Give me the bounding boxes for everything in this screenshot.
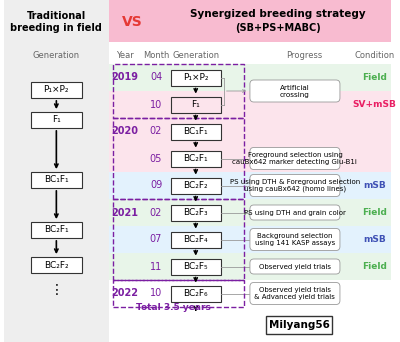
Text: 11: 11 [150,262,162,272]
Bar [109,253,391,280]
Bar [109,280,391,307]
Bar [31,82,82,98]
Bar [31,222,82,238]
Text: F₁: F₁ [191,100,200,109]
Bar [170,69,221,86]
Text: 07: 07 [150,235,162,245]
Bar [114,64,244,118]
Text: Observed yield trials
& Advanced yield trials: Observed yield trials & Advanced yield t… [254,287,335,300]
Text: 02: 02 [150,127,162,136]
Text: BC₂F₆: BC₂F₆ [184,289,208,298]
Text: 10: 10 [150,100,162,109]
FancyBboxPatch shape [250,282,340,304]
Text: 02: 02 [150,208,162,218]
Text: PS using DTH & Foreground selection
using cauBx642 (homo lines): PS using DTH & Foreground selection usin… [230,179,360,192]
Bar [109,226,391,253]
Text: BC₁F₁: BC₁F₁ [44,175,69,184]
FancyBboxPatch shape [250,147,340,170]
Bar [170,123,221,140]
FancyBboxPatch shape [250,205,340,220]
Text: Generation: Generation [33,51,80,60]
Bar [170,286,221,302]
Text: (SB+PS+MABC): (SB+PS+MABC) [235,23,321,33]
Bar [109,145,391,172]
Text: 2022: 2022 [112,289,138,299]
Bar [109,118,391,145]
Text: Traditional
breeding in field: Traditional breeding in field [10,11,102,33]
Text: PS using DTH and grain color: PS using DTH and grain color [244,210,346,215]
Text: P₁×P₂: P₁×P₂ [183,73,208,82]
Text: Background selection
using 141 KASP assays: Background selection using 141 KASP assa… [255,233,335,246]
Text: Month: Month [143,51,169,60]
Text: Foreground selection using
cauBx642 marker detecting Glu-B1i: Foreground selection using cauBx642 mark… [232,152,357,165]
Text: BC₂F₅: BC₂F₅ [184,262,208,271]
Text: 04: 04 [150,73,162,82]
Text: BC₂F₂: BC₂F₂ [44,261,69,269]
Bar [109,199,391,226]
FancyBboxPatch shape [250,228,340,250]
Text: Milyang56: Milyang56 [269,320,330,330]
Bar [170,232,221,248]
Text: P₁×P₂: P₁×P₂ [44,86,69,94]
Bar [170,177,221,194]
Text: 2021: 2021 [112,208,138,218]
Text: 10: 10 [150,289,162,299]
Bar [31,112,82,128]
Bar [170,150,221,167]
Text: BC₁F₁: BC₁F₁ [184,127,208,136]
Bar [170,205,221,221]
Text: Progress: Progress [286,51,322,60]
Bar [31,172,82,188]
Bar [4,0,109,342]
Text: 2019: 2019 [112,73,138,82]
Bar [109,64,391,91]
Text: Observed yield trials: Observed yield trials [259,263,331,269]
Text: BC₂F₂: BC₂F₂ [184,181,208,190]
Text: Year: Year [116,51,134,60]
Bar [114,199,244,280]
Text: 09: 09 [150,181,162,190]
Text: ⋮: ⋮ [50,283,63,297]
Text: BC₂F₁: BC₂F₁ [44,225,69,235]
Text: Field: Field [362,73,387,82]
Bar [109,172,391,199]
Text: mSB: mSB [364,181,386,190]
Bar [31,257,82,273]
Text: Artificial
crossing: Artificial crossing [280,84,310,97]
Text: Synergized breeding strategy: Synergized breeding strategy [190,9,366,19]
Bar [114,118,244,199]
Text: 05: 05 [150,154,162,163]
FancyBboxPatch shape [250,259,340,274]
FancyBboxPatch shape [250,80,340,102]
Text: Field: Field [362,262,387,271]
Text: BC₂F₃: BC₂F₃ [184,208,208,217]
Bar [170,96,221,113]
Text: SV+mSB: SV+mSB [353,100,397,109]
Text: Total 3.5 years: Total 3.5 years [136,303,211,313]
Text: Field: Field [362,208,387,217]
FancyBboxPatch shape [250,174,340,197]
Bar [266,316,332,334]
Text: 2020: 2020 [112,127,138,136]
Text: F₁: F₁ [52,116,61,124]
Text: Condition: Condition [355,51,395,60]
Text: VS: VS [122,15,142,29]
Bar [170,259,221,275]
Bar [109,0,391,42]
Bar [109,91,391,118]
Text: BC₂F₁: BC₂F₁ [184,154,208,163]
Text: BC₂F₄: BC₂F₄ [184,235,208,244]
Bar [114,280,244,307]
Text: mSB: mSB [364,235,386,244]
Text: Generation: Generation [172,51,219,60]
